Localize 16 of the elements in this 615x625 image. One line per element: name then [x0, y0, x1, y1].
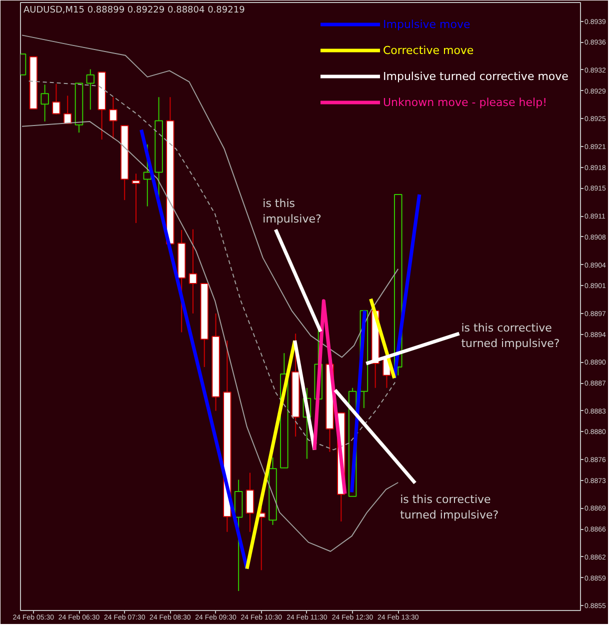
candlestick — [63, 95, 72, 124]
candlestick — [86, 68, 95, 110]
text: Impulsive move — [383, 18, 470, 30]
annotation: is this corrective turned impulsive? — [400, 492, 499, 522]
annotation: is this corrective turned impulsive? — [461, 322, 560, 350]
text: Corrective move — [383, 44, 474, 56]
candlestick — [52, 83, 60, 115]
annotation: is this impulsive? — [262, 196, 322, 226]
text: Unknown move - please help! — [383, 96, 547, 108]
candlestick — [188, 228, 198, 314]
candlestick — [132, 173, 140, 224]
candlestick — [246, 472, 254, 532]
chart-title: AUDUSD,M15 0.88899 0.89229 0.88804 0.89219 — [24, 6, 246, 16]
candlestick — [40, 84, 49, 122]
text: Impulsive turned corrective move — [383, 70, 568, 82]
candlestick — [109, 96, 118, 140]
